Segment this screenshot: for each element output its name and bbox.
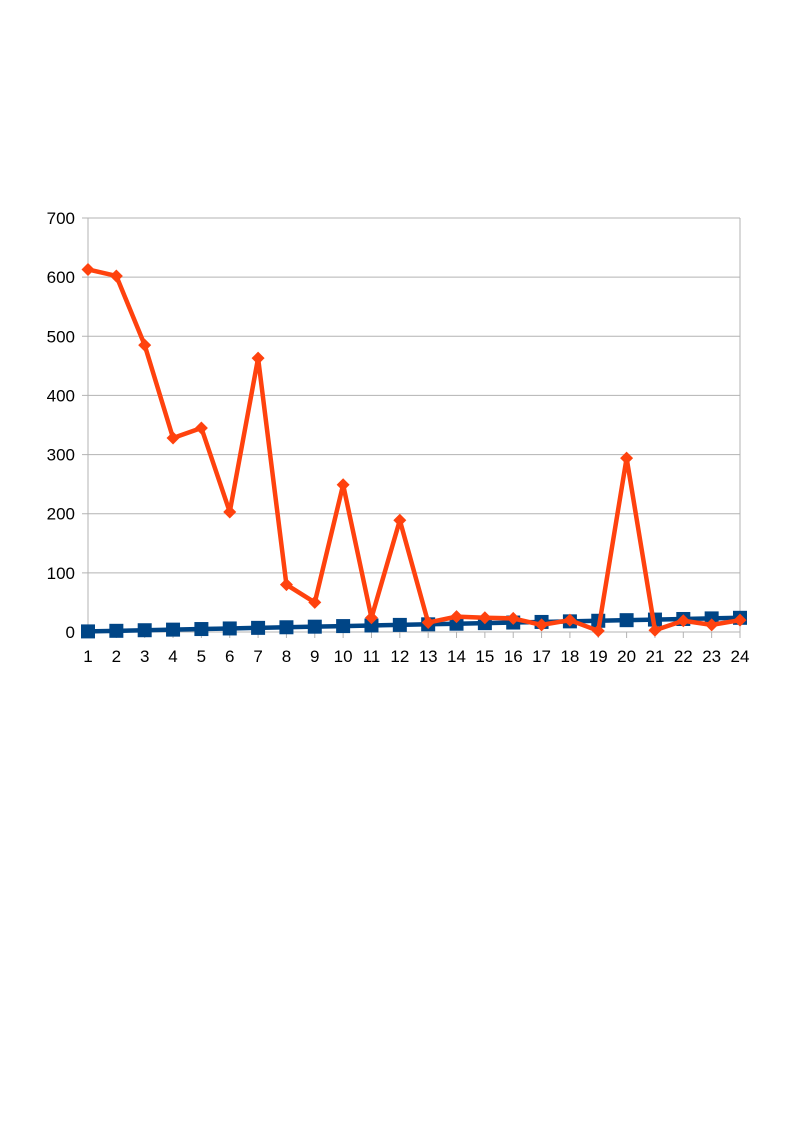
series-square xyxy=(81,610,747,639)
y-tick-label: 0 xyxy=(66,623,75,642)
x-tick-label: 7 xyxy=(253,647,262,666)
x-tick-label: 1 xyxy=(83,647,92,666)
x-tick-label: 10 xyxy=(334,647,353,666)
data-point-square xyxy=(251,620,266,635)
data-point-diamond xyxy=(223,505,237,519)
x-tick-label: 4 xyxy=(168,647,177,666)
data-point-diamond xyxy=(648,623,662,637)
y-tick-label: 300 xyxy=(47,446,75,465)
data-point-square xyxy=(307,619,322,634)
x-tick-label: 6 xyxy=(225,647,234,666)
data-point-square xyxy=(137,623,152,638)
gridlines xyxy=(82,217,740,633)
data-point-square xyxy=(166,622,181,637)
data-point-diamond xyxy=(251,351,265,365)
x-tick-label: 20 xyxy=(617,647,636,666)
data-point-square xyxy=(279,620,294,635)
x-tick-label: 9 xyxy=(310,647,319,666)
series xyxy=(81,262,747,639)
data-point-diamond xyxy=(194,421,208,435)
data-point-square xyxy=(194,622,209,637)
data-point-diamond xyxy=(166,431,180,445)
data-point-diamond xyxy=(535,618,549,632)
y-tick-label: 200 xyxy=(47,505,75,524)
data-point-square xyxy=(222,621,237,636)
data-point-diamond xyxy=(336,478,350,492)
data-point-square xyxy=(81,624,95,639)
series-diamond xyxy=(81,262,747,638)
x-tick-label: 5 xyxy=(197,647,206,666)
data-point-diamond xyxy=(733,613,747,627)
x-tick-label: 17 xyxy=(532,647,551,666)
series-line xyxy=(85,615,743,634)
data-point-diamond xyxy=(506,611,520,625)
x-tick-label: 2 xyxy=(112,647,121,666)
data-point-diamond xyxy=(478,611,492,625)
y-tick-label: 400 xyxy=(47,386,75,405)
x-tick-label: 14 xyxy=(447,647,466,666)
data-point-diamond xyxy=(364,611,378,625)
data-point-square xyxy=(449,616,464,631)
data-point-diamond xyxy=(620,451,634,465)
x-tick-label: 22 xyxy=(674,647,693,666)
x-tick-label: 13 xyxy=(419,647,438,666)
data-point-square xyxy=(392,617,407,632)
data-point-diamond xyxy=(421,616,435,630)
data-point-square xyxy=(109,623,124,638)
data-point-diamond xyxy=(109,269,123,283)
x-tick-label: 23 xyxy=(702,647,721,666)
data-point-square xyxy=(336,619,351,634)
y-tick-label: 100 xyxy=(47,564,75,583)
data-point-diamond xyxy=(393,513,407,527)
data-point-diamond xyxy=(705,618,719,632)
data-point-square xyxy=(619,613,634,628)
x-tick-label: 8 xyxy=(282,647,291,666)
x-tick-label: 21 xyxy=(645,647,664,666)
x-tick-label: 18 xyxy=(560,647,579,666)
data-point-square xyxy=(364,618,379,633)
data-point-diamond xyxy=(563,613,577,627)
data-point-diamond xyxy=(138,338,152,352)
y-tick-label: 700 xyxy=(47,209,75,228)
x-tick-label: 16 xyxy=(504,647,523,666)
data-point-diamond xyxy=(591,624,605,638)
x-tick-label: 19 xyxy=(589,647,608,666)
y-tick-label: 600 xyxy=(47,268,75,287)
x-tick-label: 15 xyxy=(475,647,494,666)
data-point-diamond xyxy=(279,578,293,592)
data-point-diamond xyxy=(450,610,464,624)
data-point-diamond xyxy=(308,595,322,609)
x-tick-label: 24 xyxy=(731,647,750,666)
x-tick-label: 11 xyxy=(363,647,381,666)
data-point-diamond xyxy=(81,262,95,276)
x-tick-label: 3 xyxy=(140,647,149,666)
data-point-diamond xyxy=(676,614,690,628)
x-tick-label: 12 xyxy=(390,647,409,666)
data-point-square xyxy=(704,611,719,626)
series-line xyxy=(85,267,743,634)
y-tick-label: 500 xyxy=(47,327,75,346)
